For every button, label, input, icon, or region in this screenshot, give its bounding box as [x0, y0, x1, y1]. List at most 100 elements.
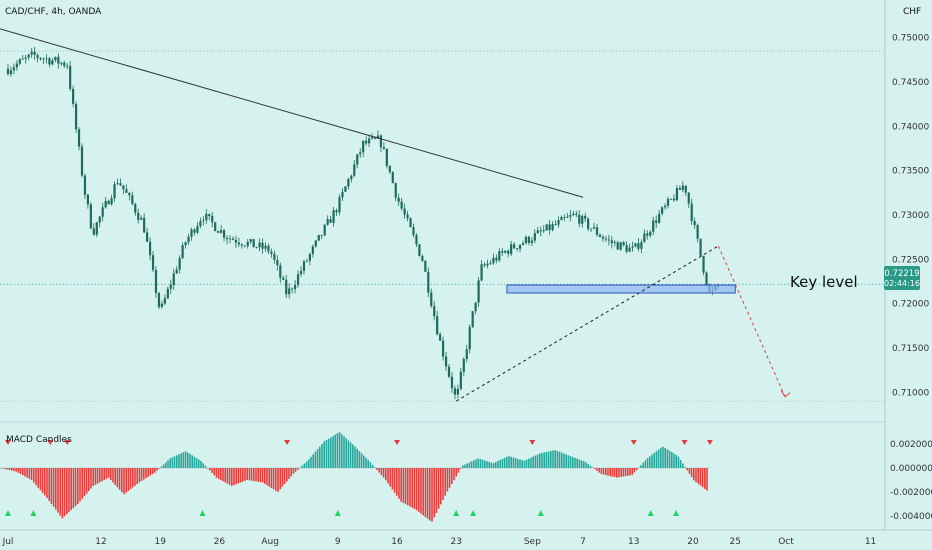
macd-bar [275, 468, 277, 491]
macd-bar [481, 459, 484, 468]
candle-body [45, 58, 48, 60]
candle-body [6, 68, 10, 75]
macd-bar [334, 434, 336, 468]
macd-bar [70, 468, 72, 511]
macd-bar [651, 454, 653, 468]
macd-bar [239, 468, 242, 483]
macd-bar [415, 468, 418, 511]
candle-body [465, 349, 468, 359]
macd-bar [554, 450, 556, 468]
candle-body [521, 243, 525, 245]
macd-bar [246, 468, 248, 481]
macd-bar [675, 454, 677, 468]
macd-bar [530, 457, 532, 468]
macd-bar [629, 468, 631, 476]
macd-bar [642, 462, 644, 468]
macd-bar [116, 468, 119, 488]
macd-bar [0, 468, 2, 469]
macd-bar [589, 465, 592, 468]
candle-body [501, 251, 504, 253]
macd-bar [580, 460, 583, 468]
candle-body [498, 251, 501, 261]
candle-body [359, 152, 362, 155]
macd-bar [187, 452, 189, 468]
candle-body [489, 263, 492, 265]
macd-bar [193, 456, 196, 468]
sell-signal-triangle [394, 440, 400, 445]
buy-signal-triangle [334, 510, 341, 516]
candle-body [388, 165, 391, 173]
candle-body [424, 260, 427, 272]
currency-label: CHF [903, 7, 921, 17]
macd-bar [525, 459, 528, 468]
macd-bar [396, 468, 398, 496]
macd-bar [536, 454, 539, 468]
candle-body [575, 213, 578, 215]
macd-bar [22, 468, 24, 476]
macd-bar [422, 468, 424, 516]
candle-body [80, 146, 84, 176]
candle-body [288, 288, 291, 295]
candle-body [581, 215, 584, 224]
macd-bar [567, 455, 570, 468]
candle-body [163, 298, 166, 304]
candle-body [391, 172, 394, 184]
macd-bar [477, 458, 479, 468]
candle-body [367, 138, 371, 144]
macd-bar [686, 468, 688, 471]
macd-bar [382, 468, 385, 478]
candle-body [92, 228, 95, 235]
macd-bar [521, 460, 523, 468]
macd-bar [545, 451, 548, 468]
macd-bar [374, 467, 376, 468]
buy-signal-triangle [453, 510, 460, 516]
candle-body [666, 198, 670, 206]
macd-bar [11, 468, 13, 471]
candle-body [649, 231, 652, 236]
candle-body [314, 240, 317, 247]
key-level-label: Key level [790, 273, 858, 291]
time-tick-label: Sep [524, 537, 541, 547]
macd-bar [598, 468, 600, 473]
macd-bar [286, 468, 288, 482]
candle-body [690, 203, 693, 222]
candle-body [264, 245, 267, 249]
candle-body [30, 51, 33, 55]
candle-body [433, 306, 436, 317]
countdown-value: 02:44:16 [884, 279, 920, 288]
macd-bar [657, 449, 660, 468]
candle-body [228, 238, 232, 240]
candle-body [415, 235, 418, 245]
price-tick-label: 0.72000 [892, 300, 929, 310]
macd-bar [136, 468, 138, 485]
macd-bar [424, 468, 427, 518]
candle-body [595, 227, 599, 235]
time-tick-label: 13 [628, 537, 639, 547]
macd-bar [294, 468, 297, 472]
candle-body [296, 274, 300, 285]
candle-body [231, 238, 235, 240]
indicator-title: MACD Candles [6, 435, 72, 445]
candle-body [421, 256, 424, 261]
candle-body [557, 220, 560, 225]
macd-bar [633, 468, 636, 473]
price-tick-label: 0.75000 [892, 34, 929, 44]
macd-bar [143, 468, 145, 480]
macd-bar [704, 468, 706, 489]
macd-bar [28, 468, 31, 479]
candle-body [205, 213, 208, 221]
buy-signal-triangle [537, 510, 544, 516]
macd-bar [191, 455, 193, 468]
macd-bar [363, 455, 365, 468]
candle-body [513, 244, 516, 249]
time-tick-label: Oct [778, 537, 794, 547]
candle-body [196, 226, 199, 233]
candle-body [554, 224, 557, 225]
macd-bar [391, 468, 394, 490]
candle-body [548, 224, 551, 231]
candle-body [619, 242, 622, 250]
candle-body [60, 62, 63, 64]
macd-bar [624, 468, 627, 477]
